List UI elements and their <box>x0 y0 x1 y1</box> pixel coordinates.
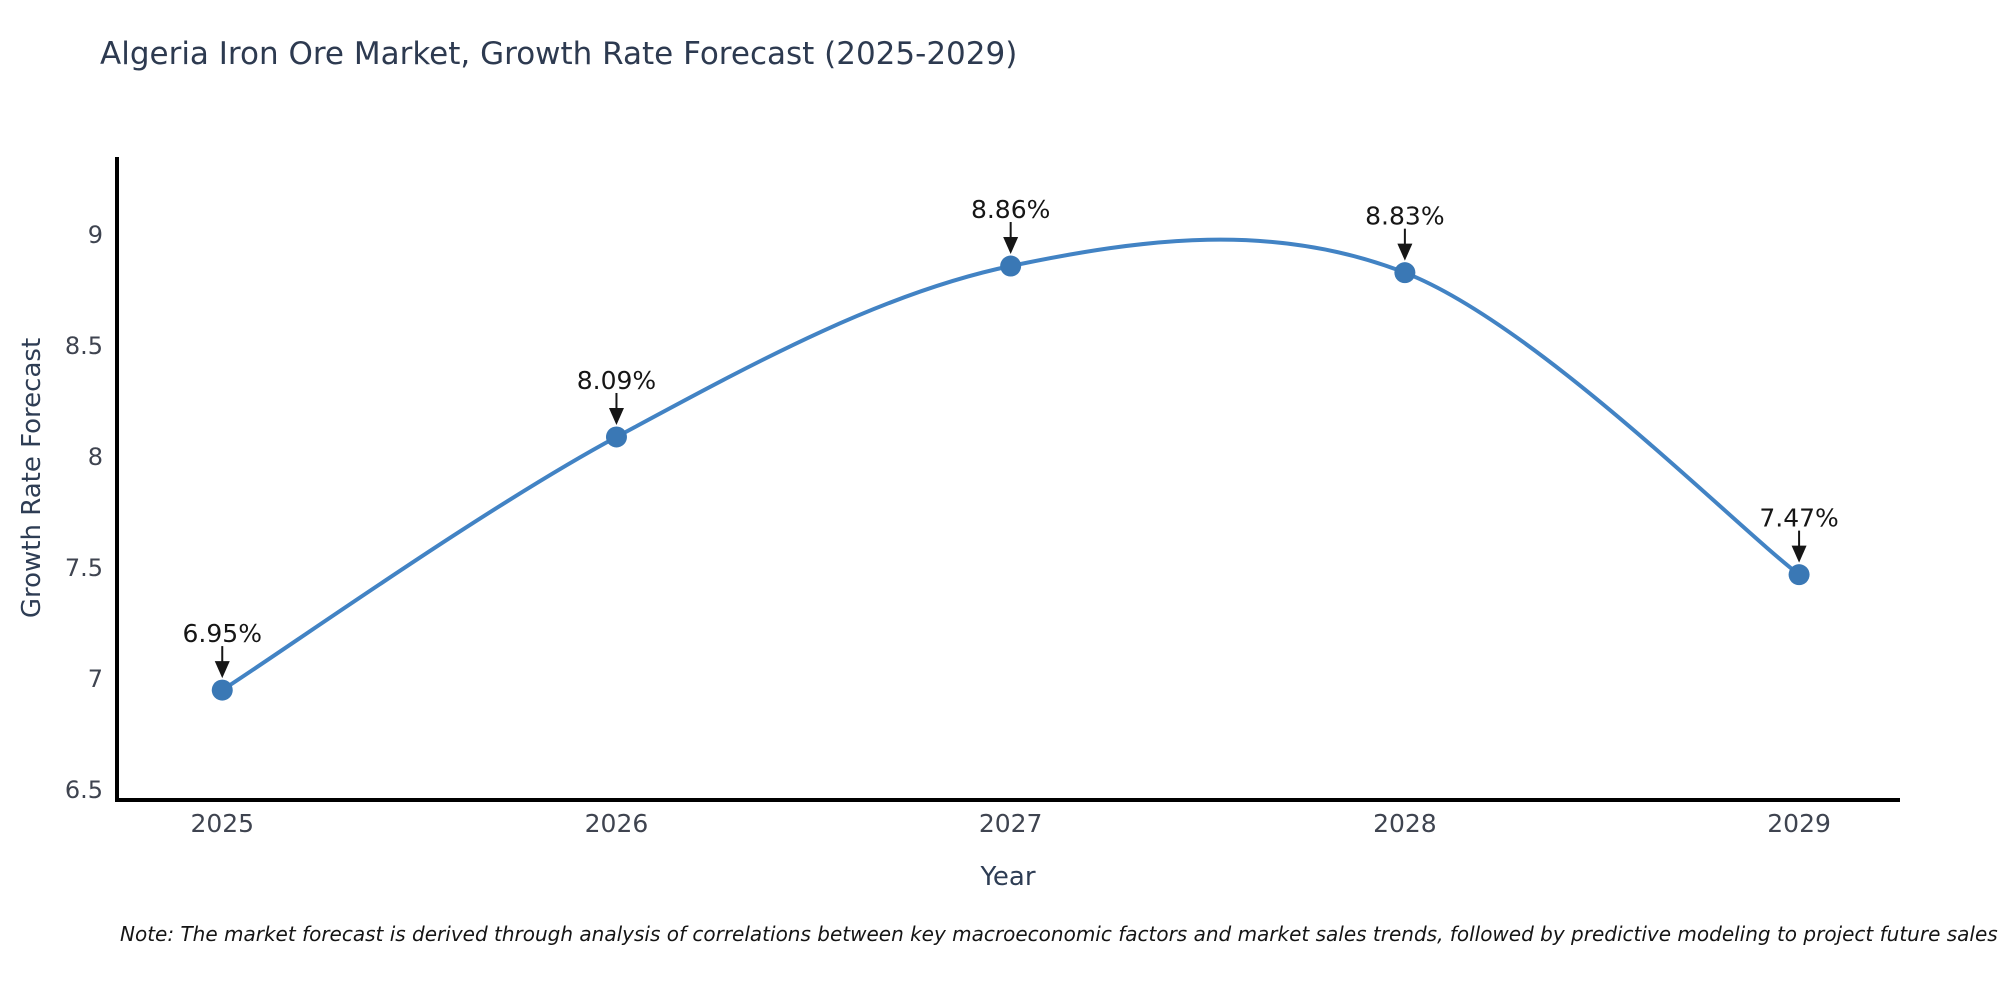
x-tick-label: 2029 <box>1767 809 1831 838</box>
growth-line <box>221 237 1801 692</box>
chart-title: Algeria Iron Ore Market, Growth Rate For… <box>100 36 1018 72</box>
x-tick-label: 2027 <box>979 809 1043 838</box>
annotation-arrowhead <box>214 661 230 679</box>
annotation-arrowhead <box>1791 545 1807 563</box>
data-point-marker <box>211 679 233 701</box>
point-annotation: 6.95% <box>183 619 262 648</box>
x-axis-title: Year <box>980 862 1036 892</box>
x-tick-label: 2028 <box>1373 809 1437 838</box>
data-point-marker <box>1000 255 1022 277</box>
annotation-arrowhead <box>1003 237 1019 255</box>
point-annotation: 8.09% <box>577 366 656 395</box>
x-tick-label: 2025 <box>190 809 254 838</box>
y-tick-label: 7 <box>88 665 103 693</box>
footnote: Note: The market forecast is derived thr… <box>120 922 1998 946</box>
annotation-arrowhead <box>1397 243 1413 261</box>
point-annotation: 7.47% <box>1759 504 1838 533</box>
y-tick-label: 8 <box>88 443 103 471</box>
data-point-marker <box>605 426 627 448</box>
annotation-arrowhead <box>608 407 624 425</box>
data-point-marker <box>1788 564 1810 586</box>
data-point-marker <box>1394 262 1416 284</box>
point-annotation: 8.83% <box>1365 202 1444 231</box>
x-tick-label: 2026 <box>585 809 649 838</box>
y-tick-label: 8.5 <box>65 332 103 360</box>
y-tick-label: 6.5 <box>65 776 103 804</box>
point-annotation: 8.86% <box>971 195 1050 224</box>
y-tick-label: 9 <box>88 221 103 249</box>
y-tick-label: 7.5 <box>65 554 103 582</box>
